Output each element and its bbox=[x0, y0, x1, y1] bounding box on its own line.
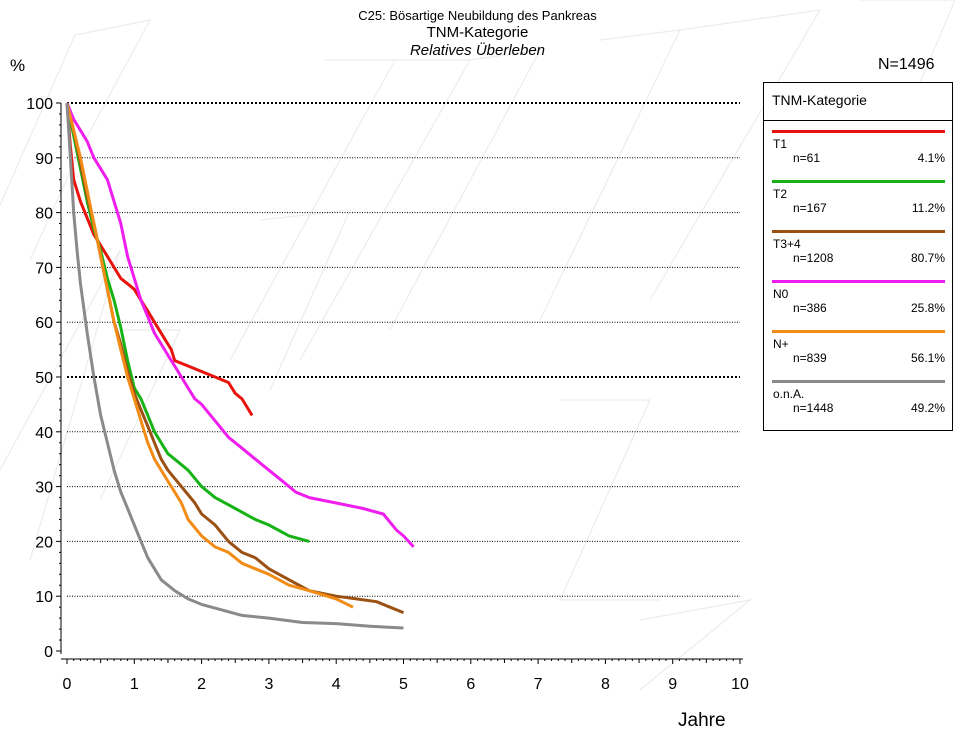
x-tick-label: 10 bbox=[731, 676, 749, 693]
y-tick-label: 30 bbox=[35, 480, 53, 497]
legend-item-percent: 4.1% bbox=[917, 151, 945, 165]
legend-swatch bbox=[772, 380, 945, 383]
y-tick-label: 40 bbox=[35, 425, 53, 442]
chart-title: C25: Bösartige Neubildung des Pankreas bbox=[358, 8, 597, 23]
legend-item-percent: 25.8% bbox=[910, 301, 945, 315]
legend-item-percent: 11.2% bbox=[911, 201, 945, 215]
legend-item-percent: 80.7% bbox=[910, 251, 945, 265]
x-tick-label: 3 bbox=[264, 676, 273, 693]
legend-swatch bbox=[772, 330, 945, 333]
legend-item: T1 n=61 4.1% bbox=[764, 121, 952, 171]
y-tick-label: 70 bbox=[35, 260, 53, 277]
series-line-n- bbox=[65, 102, 354, 609]
y-tick-label: 60 bbox=[35, 315, 53, 332]
legend-item: N+ n=839 56.1% bbox=[764, 321, 952, 371]
x-tick-label: 5 bbox=[399, 676, 408, 693]
y-axis-unit: % bbox=[10, 56, 26, 75]
legend-title: TNM-Kategorie bbox=[772, 92, 867, 108]
grid-lines bbox=[67, 102, 740, 597]
legend-swatch bbox=[772, 280, 945, 283]
legend-swatch bbox=[772, 230, 945, 233]
legend-swatch bbox=[772, 130, 945, 133]
x-tick-label: 4 bbox=[332, 676, 341, 693]
legend-swatch bbox=[772, 180, 945, 183]
legend: TNM-Kategorie T1 n=61 4.1% T2 n=167 11.2… bbox=[763, 82, 953, 431]
series-line-n0 bbox=[65, 102, 415, 548]
legend-item-percent: 49.2% bbox=[910, 401, 945, 415]
chart-measure: Relatives Überleben bbox=[409, 42, 546, 59]
legend-item-count: n=386 bbox=[793, 301, 827, 315]
series-line-o-n-a- bbox=[65, 102, 404, 630]
series-lines bbox=[65, 102, 415, 630]
y-tick-label: 20 bbox=[35, 534, 53, 551]
legend-item: N0 n=386 25.8% bbox=[764, 271, 952, 321]
legend-item: T3+4 n=1208 80.7% bbox=[764, 221, 952, 271]
x-tick-label: 9 bbox=[668, 676, 677, 693]
legend-item-name: o.n.A. bbox=[773, 387, 805, 401]
x-tick-label: 1 bbox=[130, 676, 139, 693]
legend-item: T2 n=167 11.2% bbox=[764, 171, 952, 221]
y-tick-label: 90 bbox=[35, 151, 53, 168]
legend-item-count: n=61 bbox=[793, 151, 821, 165]
legend-item-percent: 56.1% bbox=[910, 351, 945, 365]
legend-item-count: n=1208 bbox=[793, 251, 834, 265]
y-tick-label: 50 bbox=[35, 370, 53, 387]
series-line-t3-4 bbox=[65, 102, 405, 614]
legend-item-count: n=1448 bbox=[793, 401, 834, 415]
chart-subtitle: TNM-Kategorie bbox=[426, 24, 529, 41]
total-n: N=1496 bbox=[878, 56, 935, 73]
x-tick-label: 8 bbox=[601, 676, 610, 693]
x-axis-label: Jahre bbox=[678, 710, 726, 731]
legend-item-name: N0 bbox=[773, 287, 789, 301]
y-tick-label: 0 bbox=[44, 644, 53, 661]
legend-divider bbox=[764, 120, 952, 121]
legend-item-name: T3+4 bbox=[773, 237, 801, 251]
legend-item-name: N+ bbox=[773, 337, 789, 351]
series-line-t1 bbox=[65, 102, 254, 417]
legend-item-count: n=839 bbox=[793, 351, 827, 365]
legend-item-name: T1 bbox=[773, 137, 788, 151]
axes: 0 10 20 30 40 50 60 70 80 90 100 0 1 2 3 4 5 6 7 8 9 10 bbox=[26, 96, 749, 693]
x-tick-label: 6 bbox=[466, 676, 475, 693]
x-tick-label: 0 bbox=[63, 676, 72, 693]
y-tick-label: 10 bbox=[35, 589, 53, 606]
legend-item: o.n.A. n=1448 49.2% bbox=[764, 371, 952, 421]
y-tick-label: 100 bbox=[26, 96, 53, 113]
x-tick-label: 2 bbox=[197, 676, 206, 693]
x-tick-label: 7 bbox=[534, 676, 543, 693]
legend-item-count: n=167 bbox=[793, 201, 827, 215]
y-tick-label: 80 bbox=[35, 206, 53, 223]
legend-item-name: T2 bbox=[773, 187, 788, 201]
